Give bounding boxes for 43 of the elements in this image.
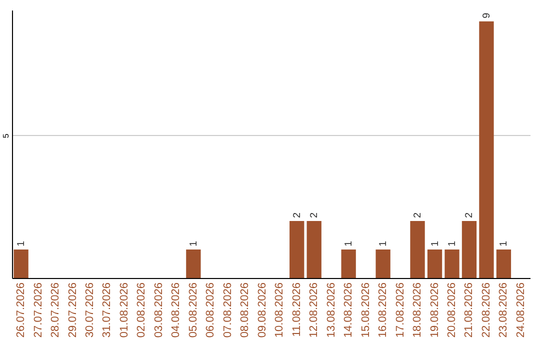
x-tick-label: 13.08.2026 (325, 282, 338, 338)
data-label: 1 (430, 240, 441, 246)
x-tick-label: 01.08.2026 (118, 282, 130, 338)
data-label: 1 (188, 240, 200, 246)
x-tick-label: 22.08.2026 (480, 282, 492, 338)
data-label: 2 (412, 212, 424, 218)
x-tick-label: 20.08.2026 (446, 282, 458, 338)
data-label: 2 (292, 212, 303, 218)
x-tick-label: 26.07.2026 (15, 282, 28, 338)
data-label: 1 (344, 240, 355, 246)
x-tick-label: 28.07.2026 (50, 282, 62, 338)
x-tick-label: 04.08.2026 (170, 282, 182, 338)
x-tick-label: 17.08.2026 (394, 282, 406, 338)
data-label: 1 (16, 240, 28, 246)
x-tick-label: 14.08.2026 (342, 282, 355, 338)
x-tick-label: 21.08.2026 (463, 282, 476, 338)
data-label: 1 (447, 240, 458, 246)
x-tick-label: 31.07.2026 (101, 282, 114, 338)
x-tick-label: 10.08.2026 (274, 282, 286, 338)
x-tick-label: 29.07.2026 (66, 282, 79, 338)
x-tick-label: 27.07.2026 (32, 282, 44, 338)
x-tick-label: 07.08.2026 (222, 282, 234, 338)
x-tick-label: 12.08.2026 (308, 282, 320, 338)
data-label: 1 (378, 240, 390, 246)
x-tick-label: 15.08.2026 (360, 282, 372, 338)
x-tick-label: 19.08.2026 (428, 282, 441, 338)
x-tick-label: 24.08.2026 (514, 282, 527, 338)
x-tick-label: 03.08.2026 (152, 282, 165, 338)
x-tick-label: 18.08.2026 (412, 282, 424, 338)
data-label: 9 (481, 12, 492, 18)
x-tick-label: 06.08.2026 (204, 282, 217, 338)
data-label: 2 (464, 212, 476, 218)
x-tick-label: 05.08.2026 (187, 282, 200, 338)
y-tick-label: 5 (2, 133, 10, 138)
data-label: 1 (498, 240, 510, 246)
x-tick-label: 02.08.2026 (136, 282, 148, 338)
x-tick-label: 16.08.2026 (377, 282, 390, 338)
x-tick-label: 11.08.2026 (290, 282, 303, 337)
x-tick-label: 23.08.2026 (498, 282, 510, 338)
x-tick-label: 09.08.2026 (256, 282, 268, 338)
data-label: 2 (309, 212, 320, 218)
x-tick-label: 30.07.2026 (84, 282, 96, 338)
x-tick-label: 08.08.2026 (239, 282, 252, 338)
